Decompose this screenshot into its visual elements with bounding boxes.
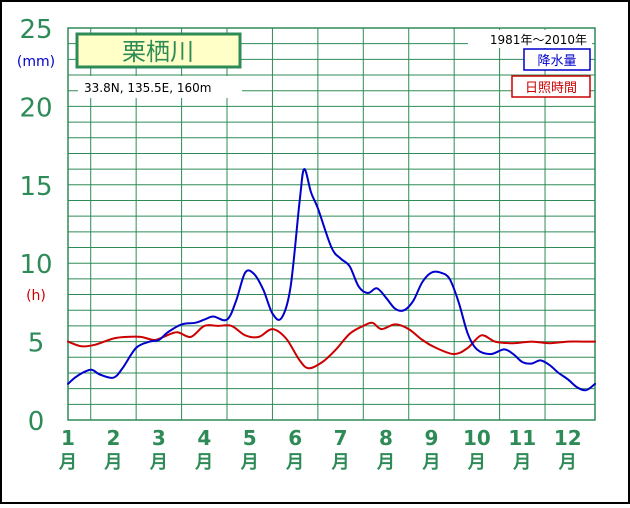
plot-frame (67, 27, 596, 421)
x-tick-month-label: 月 (149, 452, 168, 473)
series-layer (67, 168, 596, 392)
x-tick-month-number: 3 (152, 426, 166, 450)
x-tick-month-label: 月 (240, 452, 259, 473)
x-tick-month-label: 月 (376, 452, 395, 473)
x-tick-month-number: 1 (61, 426, 75, 450)
period-text: 1981年〜2010年 (490, 33, 587, 47)
x-tick-month-number: 4 (197, 426, 211, 450)
y-tick-label: 15 (19, 172, 52, 202)
period-bg (468, 30, 592, 48)
x-tick-month-number: 6 (288, 426, 302, 450)
x-tick-month-label: 月 (194, 452, 213, 473)
x-tick-month-label: 月 (558, 452, 577, 473)
x-tick-month-number: 11 (508, 426, 536, 450)
y-tick-label: 0 (28, 407, 45, 437)
legend-box (511, 75, 591, 98)
x-tick-month-label: 月 (58, 452, 77, 473)
legend-label: 降水量 (537, 54, 576, 69)
x-tick-month-label: 月 (285, 452, 304, 473)
x-tick-month-number: 2 (106, 426, 120, 450)
y-tick-label: 25 (19, 15, 52, 45)
y-tick-label: 20 (19, 93, 52, 123)
legend-box (523, 48, 591, 71)
x-tick-month-number: 7 (334, 426, 348, 450)
x-tick-month-number: 9 (424, 426, 438, 450)
y-tick-label: 5 (28, 329, 45, 359)
location-text: 33.8N, 135.5E, 160m (84, 81, 211, 95)
y-tick-labels: 0 5 10 15 20 25 (19, 15, 52, 437)
legend-label: 日照時間 (525, 81, 577, 96)
x-tick-month-label: 月 (512, 452, 531, 473)
x-tick-month-label: 月 (103, 452, 122, 473)
title-box (75, 32, 242, 69)
chart-title: 栗栖川 (122, 38, 194, 66)
x-tick-month-label: 月 (467, 452, 486, 473)
y-tick-label: 10 (19, 250, 52, 280)
x-tick-month-number: 10 (463, 426, 491, 450)
x-tick-month-number: 8 (379, 426, 393, 450)
location-bg (78, 76, 242, 98)
y-unit-h: (h) (26, 288, 46, 304)
series-line (67, 168, 596, 392)
grid (68, 28, 595, 420)
x-tick-month-label: 月 (421, 452, 440, 473)
x-tick-month-number: 12 (554, 426, 582, 450)
y-unit-mm: (mm) (17, 54, 55, 70)
x-tick-month-number: 5 (243, 426, 257, 450)
x-tick-month-label: 月 (331, 452, 350, 473)
